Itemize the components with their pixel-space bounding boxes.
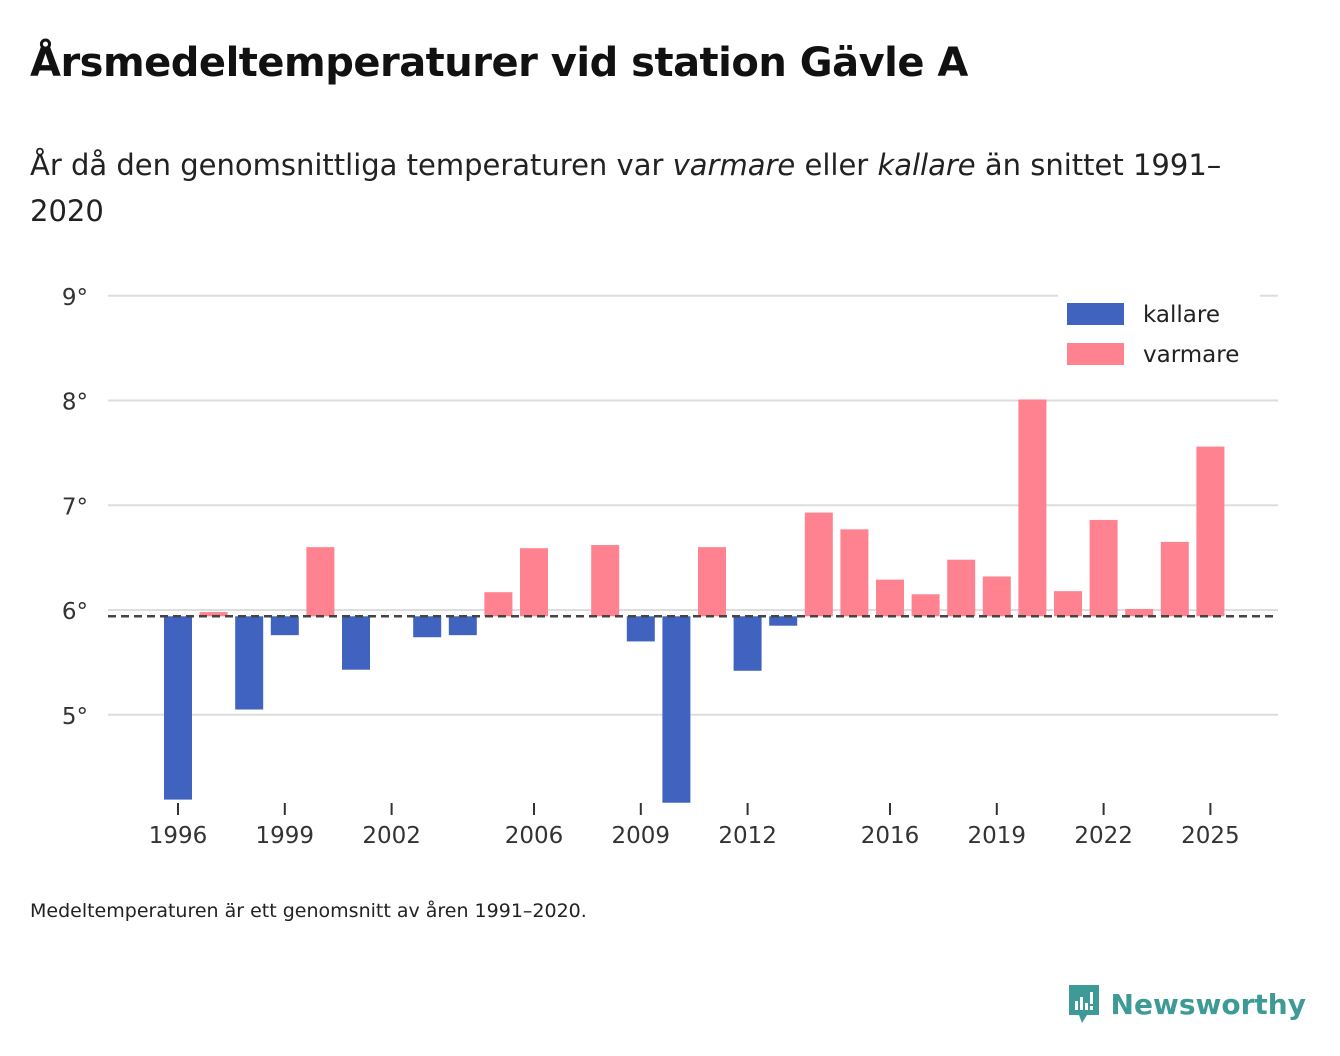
bar-2023 [1125, 608, 1154, 617]
subtitle-cold: kallare [877, 148, 976, 182]
bar-2015 [840, 529, 869, 617]
x-tick-label: 2019 [968, 823, 1027, 849]
bar-2018 [947, 559, 976, 617]
bar-chart: 5° 6° 7° 8° 9° 1996 1999 2002 2006 2009 2012 2016 20… [62, 285, 1278, 849]
y-tick-label: 7° [62, 494, 88, 520]
y-tick-label: 6° [62, 599, 88, 625]
bar-2021 [1054, 591, 1082, 617]
x-tick-label: 2012 [718, 823, 777, 849]
bar-2001 [342, 616, 370, 670]
subtitle-text: År då den genomsnittliga temperaturen va… [30, 148, 673, 182]
chart-subtitle: År då den genomsnittliga temperaturen va… [30, 142, 1230, 234]
x-tick-label: 2022 [1074, 823, 1133, 849]
y-tick-label: 9° [62, 285, 88, 311]
bar-1998 [235, 616, 264, 710]
x-tick-label: 2009 [612, 823, 671, 849]
x-tick-label: 1996 [149, 823, 208, 849]
x-tick-label: 2002 [362, 823, 421, 849]
bar-2003 [413, 616, 442, 638]
brand-logo: Newsworthy [1067, 983, 1306, 1025]
bar-2010 [662, 616, 691, 803]
legend-label-varmare: varmare [1143, 342, 1239, 368]
bar-2022 [1089, 519, 1118, 617]
footnote: Medeltemperaturen är ett genomsnitt av å… [30, 900, 587, 922]
bar-1996 [164, 616, 192, 800]
subtitle-text: eller [795, 148, 878, 182]
bar-1997 [199, 612, 228, 617]
bar-2000 [306, 547, 335, 617]
x-tick-label: 2025 [1181, 823, 1240, 849]
brand-name: Newsworthy [1110, 987, 1306, 1021]
bar-2008 [591, 545, 620, 617]
bar-2025 [1196, 446, 1225, 617]
bar-2012 [733, 616, 762, 671]
bar-2016 [876, 579, 904, 617]
bar-2017 [911, 594, 940, 617]
bar-2013 [769, 616, 798, 626]
subtitle-warm: varmare [672, 148, 796, 182]
y-tick-label: 8° [62, 390, 88, 416]
bar-2019 [982, 576, 1011, 617]
bar-2006 [520, 548, 548, 617]
x-tick-label: 2016 [861, 823, 920, 849]
chart-title: Årsmedeltemperaturer vid station Gävle A [30, 40, 968, 86]
newsworthy-logo-icon [1068, 985, 1099, 1023]
y-tick-label: 5° [62, 704, 88, 730]
bar-2004 [448, 616, 477, 636]
bar-2024 [1160, 541, 1189, 617]
legend-swatch-varmare [1067, 343, 1124, 365]
x-tick-label: 2006 [505, 823, 564, 849]
legend-label-kallare: kallare [1143, 302, 1220, 328]
subtitle-text: än snittet 1991–2020 [30, 148, 1222, 228]
bar-1999 [270, 616, 299, 636]
x-tick-label: 1999 [256, 823, 315, 849]
bar-2020 [1018, 399, 1047, 617]
bar-2005 [484, 592, 513, 617]
bar-2009 [626, 616, 655, 642]
legend-swatch-kallare [1067, 303, 1124, 325]
bar-2011 [698, 547, 726, 617]
bar-2014 [804, 512, 833, 617]
